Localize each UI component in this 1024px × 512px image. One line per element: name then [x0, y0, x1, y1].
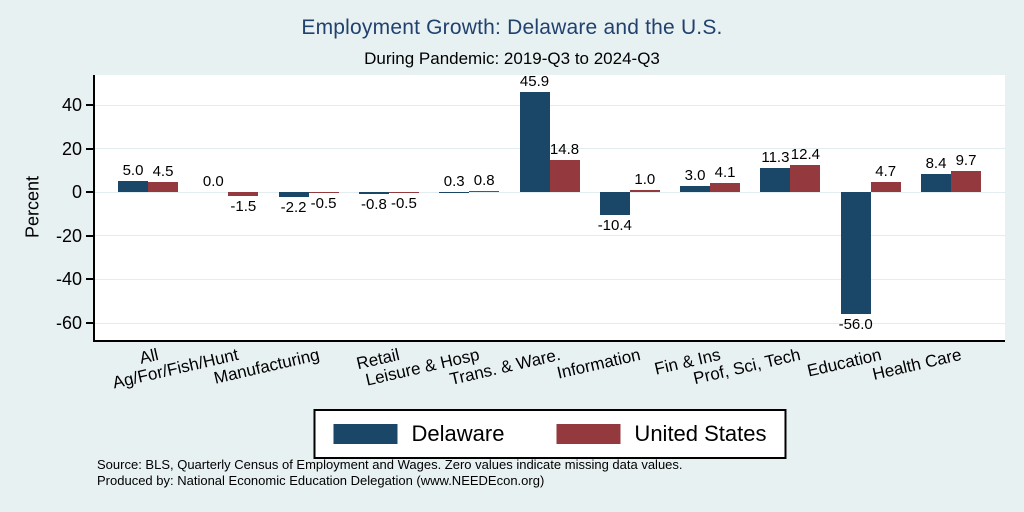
- grid-line--20: [95, 235, 1005, 237]
- source-note-line1: Source: BLS, Quarterly Census of Employm…: [97, 457, 683, 472]
- bar-united-states-ag-for-fish-hunt: [228, 192, 259, 196]
- value-label-united-states-information: 1.0: [634, 171, 656, 189]
- value-label-united-states-leisure-hosp: 0.8: [473, 171, 495, 189]
- grid-line-40: [95, 104, 1005, 106]
- value-label-delaware-all: 5.0: [122, 162, 144, 180]
- bar-united-states-prof-sci-tech: [790, 165, 821, 193]
- y-tick--40: [86, 278, 95, 281]
- value-label-united-states-retail: -0.5: [390, 195, 417, 213]
- legend-swatch-delaware: [333, 424, 398, 444]
- source-note-line2: Produced by: National Economic Education…: [97, 472, 545, 488]
- value-label-delaware-information: -10.4: [597, 216, 632, 234]
- grid-line-0: [95, 191, 1005, 193]
- bar-united-states-all: [148, 182, 178, 193]
- value-label-united-states-health-care: 9.7: [955, 152, 977, 170]
- bar-delaware-manufacturing: [278, 192, 309, 198]
- legend: Delaware United States: [313, 409, 787, 459]
- chart-subtitle: During Pandemic: 2019-Q3 to 2024-Q3: [364, 49, 660, 68]
- value-label-united-states-trans-ware: 14.8: [549, 140, 580, 158]
- value-label-united-states-ag-for-fish-hunt: -1.5: [230, 197, 257, 215]
- value-label-delaware-education: -56.0: [838, 316, 873, 334]
- grid-line--60: [95, 322, 1005, 324]
- value-label-united-states-fin-ins: 4.1: [714, 164, 736, 182]
- grid-line-20: [95, 148, 1005, 150]
- bar-delaware-trans-ware: [519, 92, 550, 193]
- legend-item-delaware: Delaware: [333, 421, 504, 447]
- bar-delaware-prof-sci-tech: [760, 167, 791, 193]
- y-tick-label--60: -60: [55, 313, 82, 333]
- chart-title: Employment Growth: Delaware and the U.S.: [301, 16, 723, 39]
- y-tick-40: [86, 104, 95, 107]
- bar-united-states-trans-ware: [549, 159, 580, 193]
- y-tick-label--20: -20: [55, 225, 82, 246]
- y-tick--20: [86, 234, 95, 237]
- bar-delaware-fin-ins: [680, 185, 711, 193]
- value-label-delaware-prof-sci-tech: 11.3: [761, 148, 790, 166]
- bar-delaware-health-care: [921, 173, 951, 193]
- value-label-united-states-manufacturing: -0.5: [310, 195, 337, 213]
- bar-united-states-education: [870, 182, 901, 193]
- legend-label-delaware: Delaware: [411, 421, 505, 446]
- value-label-united-states-education: 4.7: [875, 163, 897, 180]
- y-tick-label-20: 20: [61, 138, 82, 159]
- y-tick-label-40: 40: [61, 95, 82, 116]
- value-label-delaware-fin-ins: 3.0: [684, 166, 706, 184]
- y-tick--60: [86, 322, 95, 324]
- value-label-delaware-leisure-hosp: 0.3: [443, 172, 465, 190]
- y-tick-20: [86, 147, 95, 150]
- bar-united-states-leisure-hosp: [469, 190, 500, 193]
- bar-united-states-manufacturing: [308, 192, 339, 194]
- y-tick-0: [86, 191, 95, 194]
- legend-label-united-states: United States: [634, 421, 767, 446]
- value-label-united-states-prof-sci-tech: 12.4: [790, 146, 820, 164]
- bar-united-states-information: [629, 190, 660, 193]
- value-label-delaware-manufacturing: -2.2: [280, 199, 307, 217]
- value-label-delaware-trans-ware: 45.9: [519, 73, 550, 91]
- bar-united-states-health-care: [951, 171, 981, 193]
- bar-delaware-information: [599, 192, 630, 215]
- bar-united-states-fin-ins: [710, 183, 741, 193]
- bar-delaware-retail: [358, 192, 389, 194]
- source-notes: Source: BLS, Quarterly Census of Employm…: [97, 457, 683, 488]
- value-label-united-states-all: 4.5: [152, 163, 174, 181]
- bar-delaware-leisure-hosp: [439, 191, 470, 193]
- grid-line--40: [95, 278, 1005, 280]
- bar-delaware-education: [840, 192, 871, 315]
- bar-united-states-retail: [388, 192, 419, 194]
- value-label-delaware-health-care: 8.4: [925, 154, 947, 172]
- bar-delaware-all: [118, 181, 148, 193]
- y-tick-label-0: 0: [71, 182, 82, 203]
- legend-item-united-states: United States: [556, 421, 767, 447]
- y-tick-label--40: -40: [55, 269, 82, 290]
- legend-swatch-united-states: [556, 424, 621, 444]
- value-label-delaware-ag-for-fish-hunt: 0.0: [202, 173, 224, 191]
- value-label-delaware-retail: -0.8: [360, 195, 387, 213]
